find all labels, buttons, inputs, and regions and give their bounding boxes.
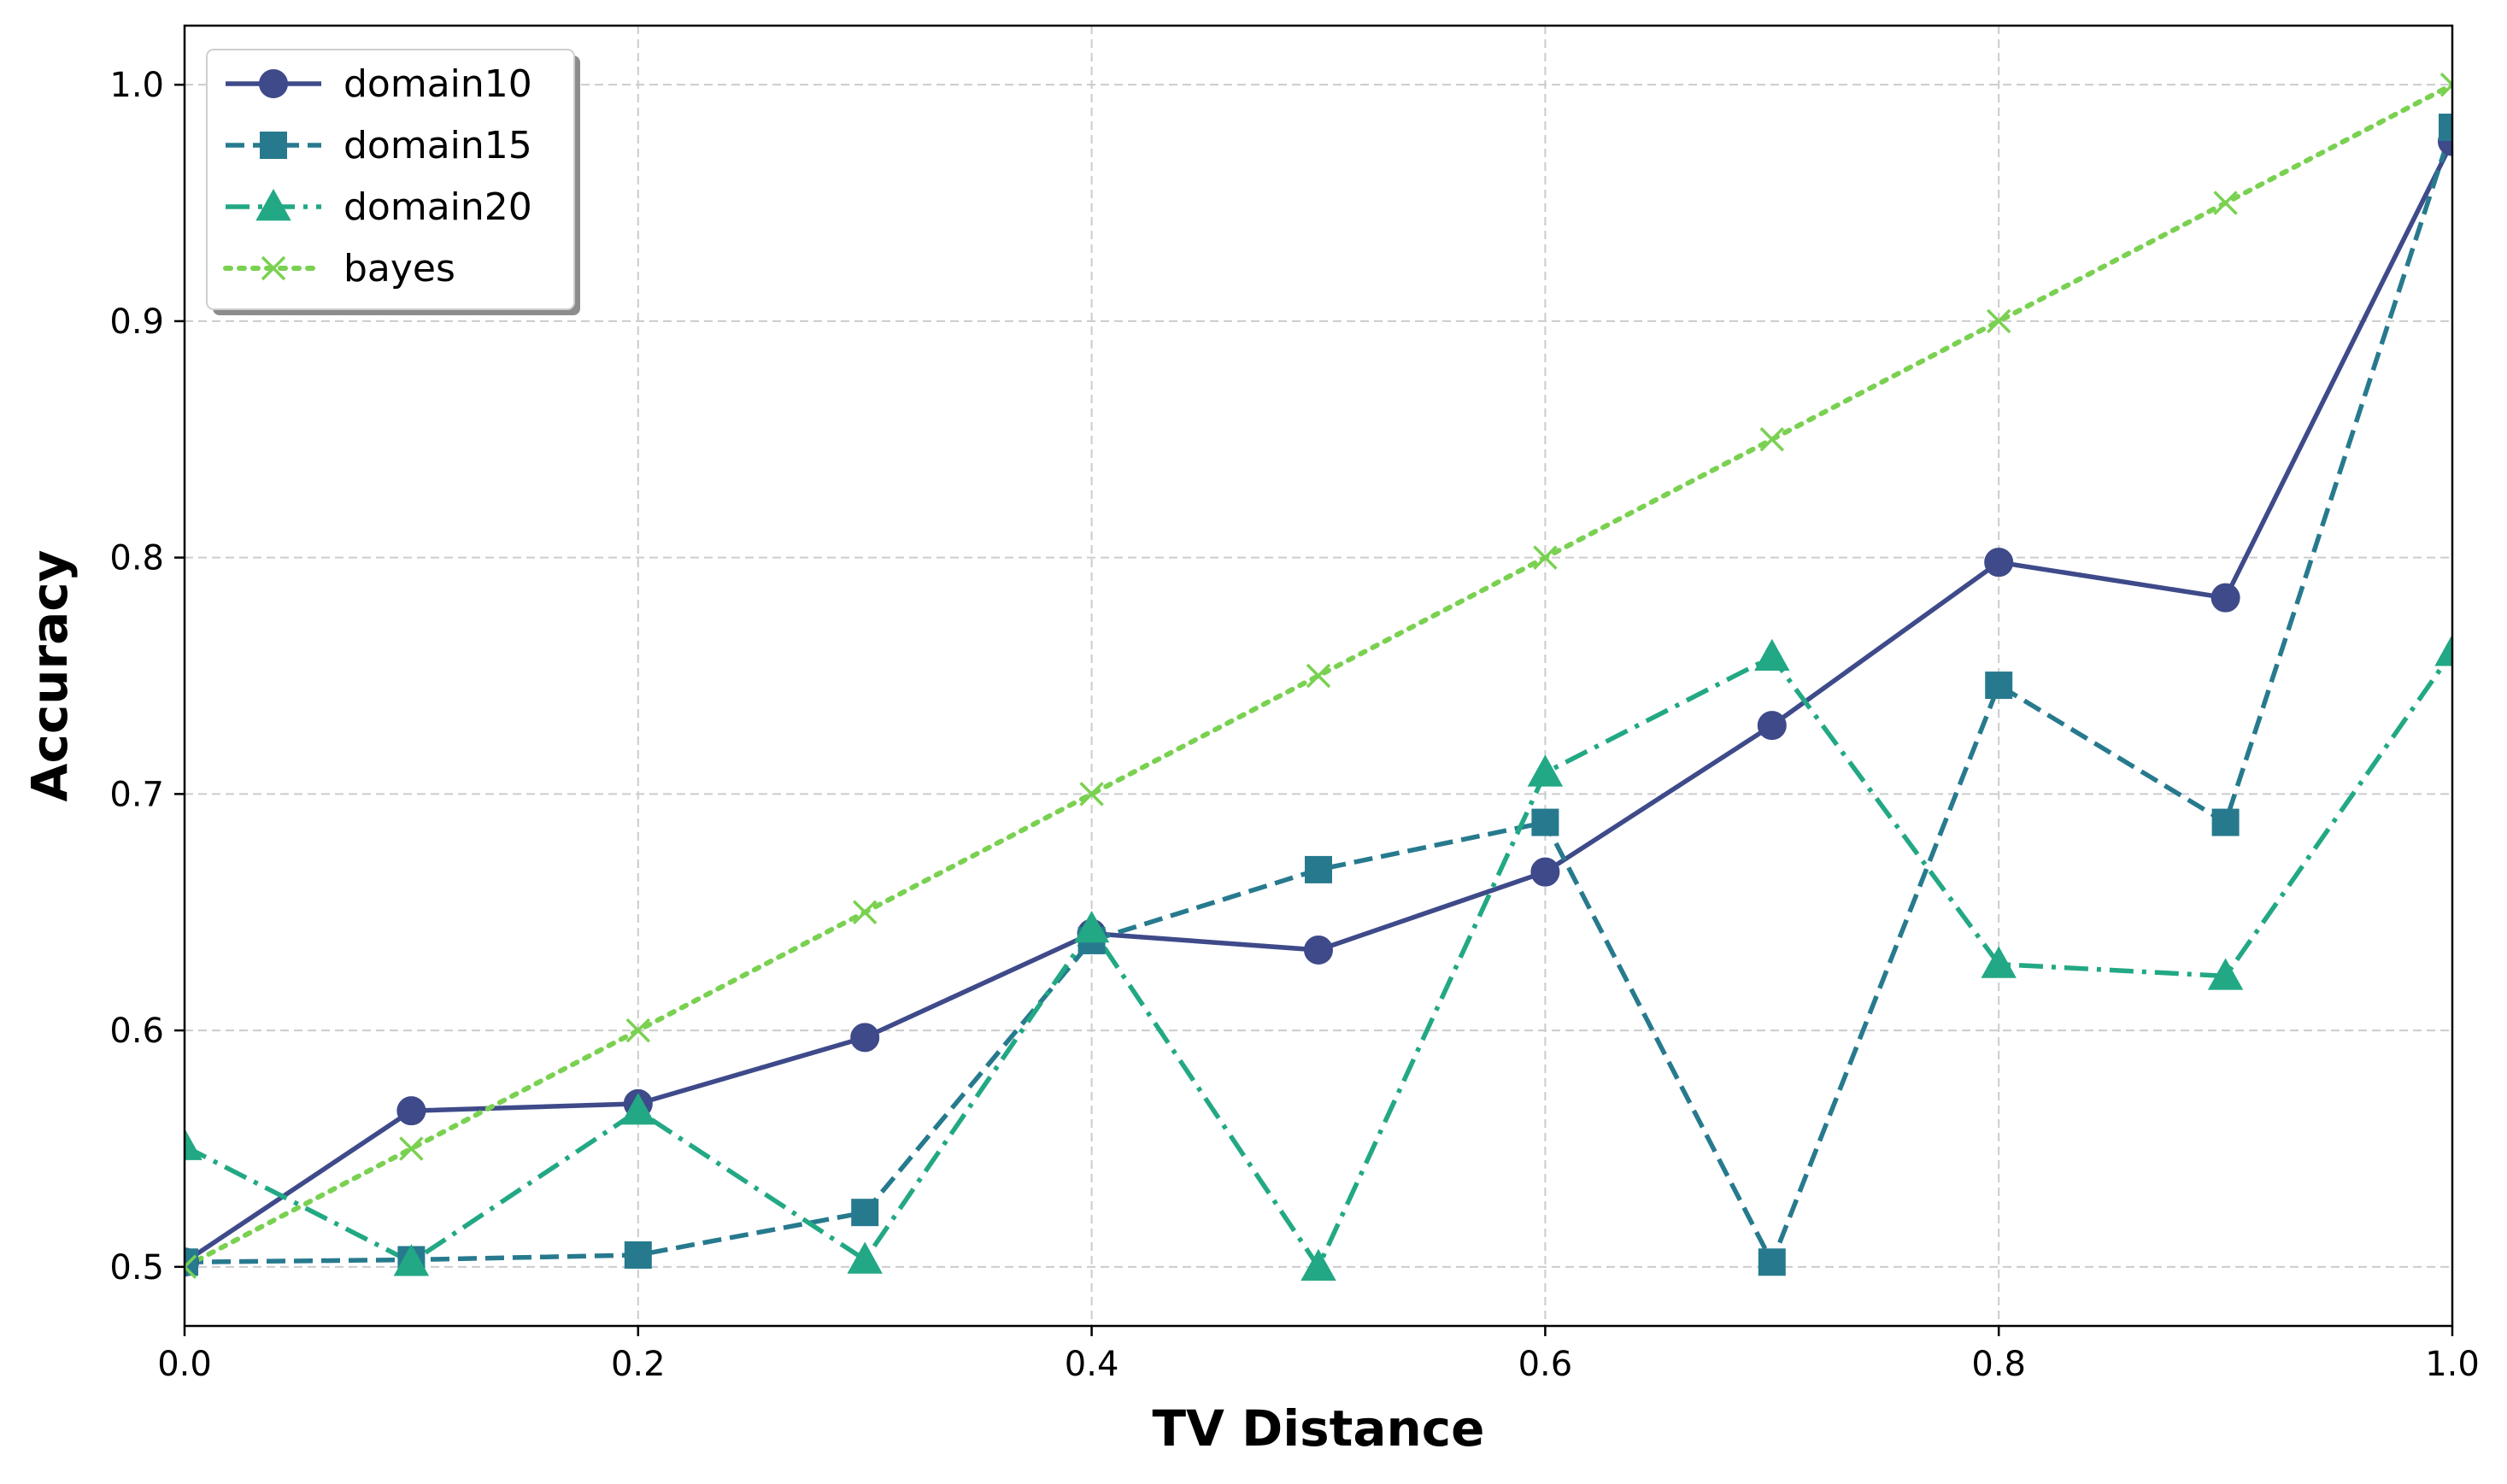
- point-domain20-3: [847, 1241, 883, 1274]
- y-tick-label: 1.0: [109, 66, 164, 105]
- x-tick-label: 0.0: [157, 1345, 212, 1384]
- point-domain20-6: [1527, 754, 1564, 787]
- y-tick-label: 0.6: [109, 1012, 164, 1051]
- point-bayes-7: [1759, 427, 1785, 452]
- x-tick-label: 0.6: [1518, 1345, 1573, 1384]
- point-bayes-4-stroke: [1079, 782, 1104, 807]
- point-bayes-3-stroke: [852, 900, 878, 924]
- legend-label-domain10: domain10: [343, 62, 532, 106]
- y-tick-label: 0.7: [109, 775, 164, 814]
- legend: domain10 domain15 domain20 bayes: [206, 49, 580, 315]
- plot-frame: [183, 24, 2454, 1328]
- point-domain10-6: [1530, 857, 1560, 887]
- point-domain10-1: [396, 1096, 426, 1126]
- point-domain20-9: [2207, 958, 2244, 990]
- point-domain20-4: [1073, 911, 1110, 943]
- x-axis-title: TV Distance: [1152, 1399, 1484, 1458]
- point-bayes-3: [852, 900, 878, 924]
- point-domain15-7: [1758, 1248, 1786, 1276]
- legend-marker-domain10: [259, 69, 288, 98]
- point-bayes-8: [1986, 308, 2011, 334]
- legend-label-bayes: bayes: [343, 247, 455, 290]
- point-bayes-4: [1079, 782, 1104, 807]
- point-domain15-6: [1531, 808, 1559, 836]
- x-tick-label: 0.8: [1971, 1345, 2026, 1384]
- point-bayes-2-stroke: [625, 1018, 651, 1043]
- axis-ticks: 0.0 0.2 0.4 0.6 0.8 1.0 0.5 0.6 0.7 0.8 0.9 1.0: [109, 66, 2479, 1384]
- point-bayes-6-stroke: [1533, 545, 1558, 570]
- legend-label-domain20: domain20: [343, 185, 532, 229]
- x-tick-label: 1.0: [2425, 1345, 2480, 1384]
- point-domain20-10: [2434, 634, 2452, 666]
- y-tick-label: 0.8: [109, 539, 164, 578]
- legend-marker-domain15: [260, 132, 287, 159]
- point-bayes-8-stroke: [1986, 308, 2011, 334]
- point-bayes-2: [625, 1018, 651, 1043]
- point-domain15-5: [1305, 855, 1332, 883]
- point-domain15-2: [624, 1241, 652, 1269]
- point-bayes-1-stroke: [399, 1136, 424, 1161]
- point-domain20-7: [1754, 638, 1790, 672]
- point-domain10-3: [850, 1023, 880, 1053]
- x-tick-label: 0.2: [611, 1345, 666, 1384]
- legend-marker-domain20: [255, 188, 291, 221]
- point-domain15-9: [2211, 808, 2240, 836]
- y-tick-label: 0.9: [109, 302, 164, 342]
- point-bayes-0: [185, 1254, 197, 1280]
- x-tick-label: 0.4: [1065, 1345, 1119, 1384]
- legend-marker-bayes-stroke: [261, 255, 286, 281]
- point-domain10-7: [1757, 711, 1787, 741]
- point-bayes-9-stroke: [2213, 191, 2238, 215]
- point-domain15-10: [2439, 113, 2452, 141]
- point-bayes-6: [1533, 545, 1558, 570]
- point-bayes-10-stroke: [2439, 72, 2452, 87]
- point-bayes-1: [399, 1136, 424, 1161]
- point-domain10-9: [2211, 583, 2240, 613]
- series-markers: [185, 72, 2452, 1282]
- point-bayes-5-stroke: [1306, 663, 1331, 689]
- point-bayes-0-stroke: [185, 1254, 197, 1270]
- point-domain20-8: [1981, 946, 2017, 978]
- point-domain20-1: [393, 1244, 430, 1276]
- point-domain20-0: [185, 1128, 203, 1160]
- point-bayes-10: [2439, 72, 2452, 97]
- point-domain15-8: [1985, 672, 2013, 700]
- point-bayes-7-stroke: [1759, 427, 1785, 452]
- point-domain20-2: [620, 1093, 656, 1125]
- point-domain10-5: [1304, 936, 1333, 965]
- y-axis-title: Accuracy: [21, 550, 79, 802]
- point-bayes-5: [1306, 663, 1331, 689]
- point-bayes-9: [2213, 191, 2238, 215]
- legend-label-domain15: domain15: [343, 124, 532, 167]
- legend-marker-bayes: [261, 255, 286, 281]
- legend-box: [206, 49, 575, 310]
- point-bayes-10-stroke: [2439, 82, 2452, 97]
- point-bayes-0-stroke: [185, 1264, 197, 1280]
- point-domain20-5: [1300, 1248, 1336, 1282]
- point-domain15-3: [851, 1199, 879, 1227]
- y-tick-label: 0.5: [109, 1248, 164, 1288]
- point-domain10-8: [1984, 548, 2014, 578]
